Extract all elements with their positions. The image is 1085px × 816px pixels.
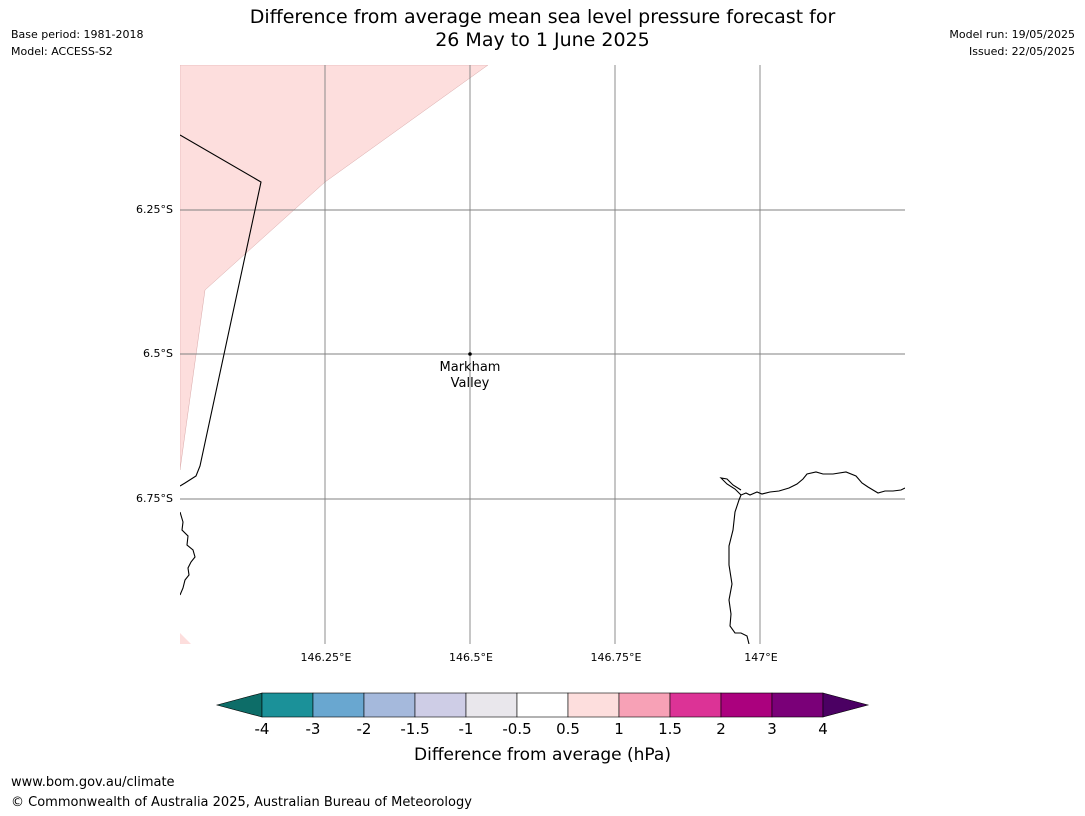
colorbar-tick-label: -4 (254, 720, 270, 738)
pressure-anomaly-region-corner (180, 633, 191, 644)
colorbar-swatch (720, 692, 773, 718)
lon-label-146.75e: 146.75°E (590, 651, 642, 664)
coastline-east (728, 471, 905, 644)
lon-label-147e: 147°E (744, 651, 778, 664)
header-meta-right: Model run: 19/05/2025 Issued: 22/05/2025 (949, 26, 1075, 60)
colorbar-swatch (669, 692, 722, 718)
issued-text: Issued: 22/05/2025 (968, 45, 1075, 58)
lat-label-6.5s: 6.5°S (143, 347, 173, 360)
coastline-west (180, 511, 196, 596)
colorbar-extend-high (822, 692, 870, 718)
colorbar-tick-label: -1 (458, 720, 474, 738)
colorbar-swatch (771, 692, 824, 718)
colorbar (215, 692, 870, 718)
colorbar-extend-low (215, 692, 263, 718)
footer-copyright: © Commonwealth of Australia 2025, Austra… (11, 795, 472, 810)
colorbar-tick-label: 1.5 (658, 720, 682, 738)
colorbar-swatch (363, 692, 416, 718)
colorbar-tick-label: 1 (614, 720, 624, 738)
colorbar-tick-label: 4 (818, 720, 828, 738)
colorbar-swatch (261, 692, 314, 718)
lon-label-146.5e: 146.5°E (449, 651, 493, 664)
colorbar-swatch (618, 692, 671, 718)
header-meta-left: Base period: 1981-2018 Model: ACCESS-S2 (11, 26, 143, 60)
colorbar-tick-label: -0.5 (502, 720, 532, 738)
footer-url: www.bom.gov.au/climate (11, 775, 175, 790)
colorbar-tick-label: -3 (305, 720, 321, 738)
base-period-text: Base period: 1981-2018 (11, 28, 144, 41)
lon-label-146.25e: 146.25°E (300, 651, 352, 664)
place-label-line-2: Valley (450, 376, 490, 391)
coastline-east-inlet (719, 477, 742, 496)
colorbar-tick-label: -1.5 (400, 720, 430, 738)
title-line-2: 26 May to 1 June 2025 (435, 29, 650, 51)
coastlines (180, 134, 905, 644)
colorbar-tick-label: 2 (716, 720, 726, 738)
place-label-markham-valley: Markham Valley (440, 360, 501, 392)
lat-label-6.75s: 6.75°S (136, 492, 173, 505)
colorbar-tick-label: -2 (356, 720, 372, 738)
colorbar-swatch (414, 692, 467, 718)
lat-label-6.25s: 6.25°S (136, 203, 173, 216)
colorbar-swatch (516, 692, 569, 718)
markham-valley-marker (468, 352, 472, 356)
colorbar-tick-label: 3 (767, 720, 777, 738)
model-run-text: Model run: 19/05/2025 (949, 28, 1075, 41)
colorbar-swatch (567, 692, 620, 718)
model-text: Model: ACCESS-S2 (11, 45, 113, 58)
pressure-anomaly-region (180, 65, 489, 471)
map-title: Difference from average mean sea level p… (180, 6, 905, 52)
border-line (180, 134, 262, 487)
gridlines (180, 65, 905, 644)
colorbar-swatch (465, 692, 518, 718)
colorbar-swatch (312, 692, 365, 718)
colorbar-label: Difference from average (hPa) (414, 745, 671, 765)
colorbar-tick-label: 0.5 (556, 720, 580, 738)
title-line-1: Difference from average mean sea level p… (249, 6, 836, 28)
place-label-line-1: Markham (439, 360, 501, 375)
